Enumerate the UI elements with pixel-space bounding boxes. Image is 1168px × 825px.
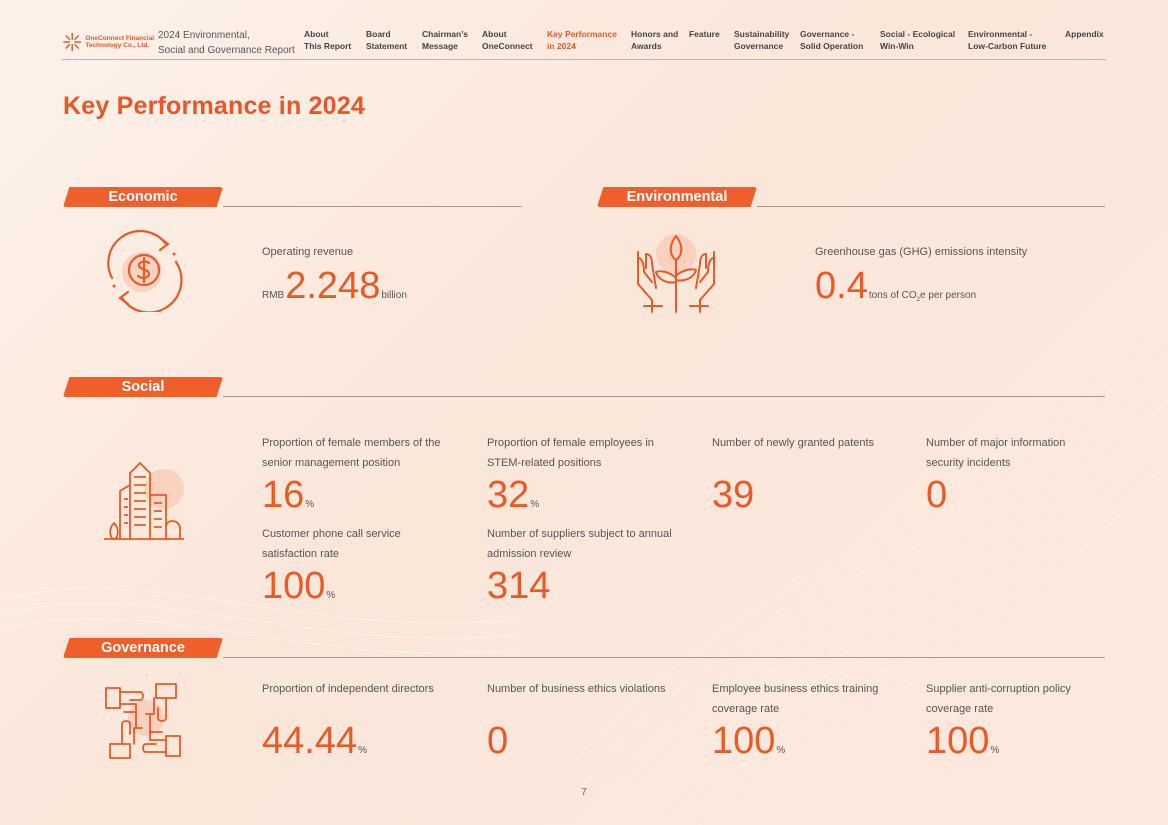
nav-governance-solid-operation[interactable]: Governance - Solid Operation [800,29,864,51]
nav-sustainability-governance[interactable]: Sustainability Governance [734,29,790,51]
section-governance-title: Governance [101,640,185,656]
kpi-label-female-senior-mgmt: Proportion of female members of the seni… [262,437,441,469]
logo-mark-icon [63,32,82,52]
page-number: 7 [581,787,587,798]
kpi-number: 2.248 [285,265,381,307]
kpi-unit: % [358,745,367,756]
kpi-label-supplier-review: Number of suppliers subject to annual ad… [487,528,672,560]
nav-board-statement[interactable]: Board Statement [366,29,408,51]
nav-social-ecological[interactable]: Social - Ecological Win-Win [880,29,956,51]
report-title-line1: 2024 Environmental, [158,30,250,41]
section-governance-banner: Governance [63,638,1105,658]
report-title-line2: Social and Governance Report [158,45,295,56]
kpi-label-operating-revenue: Operating revenue [262,246,354,258]
kpi-value-independent-directors: 44.44% [262,721,367,771]
kpi-number: 0.4 [815,265,868,307]
kpi-unit: % [305,499,315,510]
company-logo[interactable]: OneConnect Financial Technology Co., Ltd… [62,30,154,54]
kpi-label-customer-satisfaction: Customer phone call service satisfaction… [262,528,401,560]
kpi-number: 100 [712,720,776,762]
nav-about-this-report[interactable]: About This Report [304,29,352,51]
report-title: 2024 Environmental, Social and Governanc… [158,28,295,58]
nav-about-oneconnect[interactable]: About OneConnect [482,29,533,51]
nav-feature[interactable]: Feature [689,29,720,39]
kpi-unit: % [530,499,540,510]
kpi-number: 100 [926,720,990,762]
section-environmental-banner: Environmental [597,187,1105,207]
kpi-value-supplier-review: 314 [487,566,550,606]
kpi-prefix: RMB [262,290,285,301]
city-buildings-icon [104,462,184,540]
kpi-number: 100 [262,565,326,607]
kpi-label-anti-corruption: Supplier anti-corruption policy coverage… [926,683,1071,715]
section-social-title: Social [121,379,165,395]
kpi-unit: % [776,745,786,756]
kpi-value-ghg-intensity: 0.4tons of CO2e per person [815,266,976,320]
section-economic-title: Economic [108,189,178,205]
nav-appendix[interactable]: Appendix [1065,29,1104,39]
kpi-value-ethics-violations: 0 [487,721,508,761]
dollar-cycle-icon [107,230,183,312]
kpi-value-female-senior-mgmt: 16% [262,475,314,525]
kpi-label-independent-directors: Proportion of independent directors [262,683,434,695]
kpi-number: 16 [262,474,305,516]
nav-honors-awards[interactable]: Honors and Awards [631,29,679,51]
logo-text-line2: Technology Co., Ltd. [85,42,150,49]
kpi-unit: % [326,590,336,601]
kpi-number: 44.44 [262,720,358,762]
page-title: Key Performance in 2024 [63,92,365,120]
section-economic-banner: Economic [63,187,522,207]
nav-key-performance[interactable]: Key Performance in 2024 [547,29,617,51]
kpi-unit: billion [381,290,407,301]
kpi-label-ghg-intensity: Greenhouse gas (GHG) emissions intensity [815,246,1028,258]
kpi-label-ethics-training: Employee business ethics training covera… [712,683,879,715]
kpi-label-security-incidents: Number of major information security inc… [926,437,1066,469]
kpi-unit: % [990,745,1000,756]
logo-text-line1: OneConnect Financial [85,34,154,42]
kpi-label-ethics-violations: Number of business ethics violations [487,683,666,695]
kpi-value-security-incidents: 0 [926,475,947,515]
section-social-banner: Social [63,377,1105,397]
kpi-number: 0 [926,474,948,516]
kpi-value-customer-satisfaction: 100% [262,566,335,616]
nav-environmental-low-carbon[interactable]: Environmental - Low-Carbon Future [968,29,1047,51]
kpi-value-operating-revenue: RMB2.248billion [262,266,407,316]
report-header: OneConnect Financial Technology Co., Ltd… [62,26,1106,60]
nav-chairmans-message[interactable]: Chairman’s Message [422,29,468,51]
kpi-number: 32 [487,474,530,516]
logo-text: OneConnect Financial Technology Co., Ltd… [85,35,154,50]
hands-plant-icon [637,234,715,313]
kpi-number: 314 [487,565,551,607]
kpi-value-anti-corruption: 100% [926,721,999,771]
hands-together-icon [105,683,181,759]
kpi-number: 0 [487,720,509,762]
section-environmental-title: Environmental [626,189,728,205]
kpi-value-female-stem: 32% [487,475,539,525]
kpi-label-new-patents: Number of newly granted patents [712,437,875,449]
kpi-label-female-stem: Proportion of female employees in STEM-r… [487,437,654,469]
kpi-value-ethics-training: 100% [712,721,785,771]
kpi-number: 39 [712,474,755,516]
kpi-value-new-patents: 39 [712,475,754,515]
kpi-unit: tons of CO2e per person [868,290,977,303]
